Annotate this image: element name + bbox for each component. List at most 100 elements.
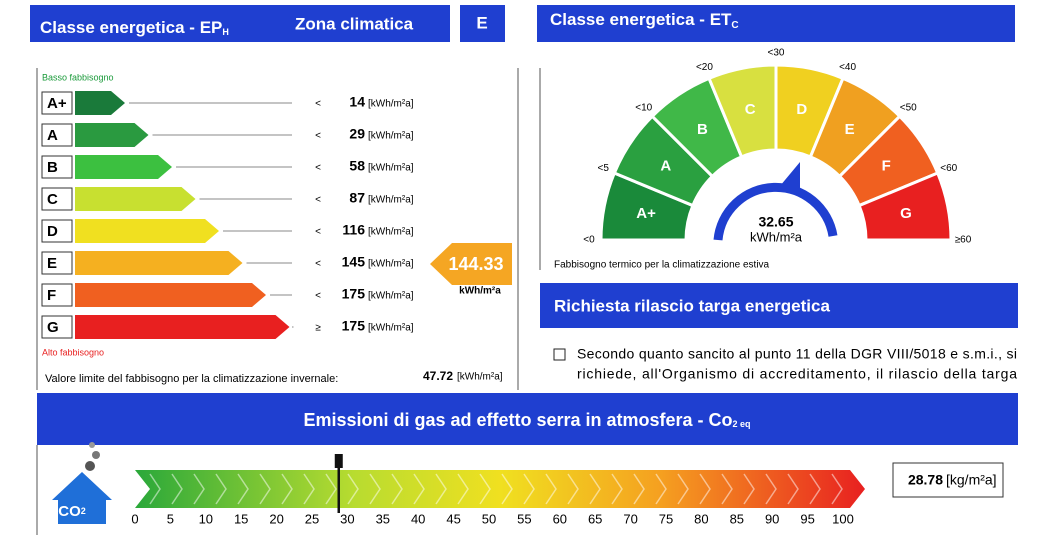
limit-label: Valore limite del fabbisogno per la clim… <box>45 373 338 385</box>
bottom-label: Alto fabbisogno <box>42 347 104 357</box>
class-label: E <box>47 255 57 272</box>
class-limit: 58 <box>349 158 365 174</box>
icon-label: CO2 <box>58 503 86 520</box>
scale-tick: 90 <box>765 511 779 526</box>
scale-tick: 20 <box>269 511 283 526</box>
scale-tick: 10 <box>199 511 213 526</box>
zone-label: Zona climatica <box>295 14 414 33</box>
et-gauge: A+ A B C D E F G <0 <5 <10 <20 <30 <40 <50 <60 ≥60 <box>583 48 971 246</box>
class-arrow <box>75 283 266 307</box>
chevron <box>215 473 227 505</box>
gauge-class: F <box>882 157 891 174</box>
gauge-segment <box>857 171 953 242</box>
class-unit: [kWh/m²a] <box>368 195 414 206</box>
class-arrow <box>75 91 125 115</box>
scale-tick: 0 <box>131 511 138 526</box>
class-label: D <box>47 223 58 240</box>
chevron <box>589 473 601 505</box>
scale-tick: 15 <box>234 511 248 526</box>
class-label: B <box>47 159 58 176</box>
chevron <box>787 473 799 505</box>
request-text: Secondo quanto sancito al punto 11 della… <box>577 346 1017 362</box>
chevron <box>193 473 205 505</box>
gauge-inner-arc <box>713 182 838 241</box>
gauge-threshold: <50 <box>900 102 917 113</box>
chevron <box>281 473 293 505</box>
class-limit: 87 <box>349 190 365 206</box>
class-arrow <box>75 187 196 211</box>
smoke <box>92 451 100 459</box>
class-label: A <box>47 127 58 144</box>
top-label: Basso fabbisogno <box>42 72 114 82</box>
class-arrow <box>75 123 149 147</box>
gauge-threshold: <10 <box>635 102 652 113</box>
class-op: < <box>315 259 321 270</box>
ep-title: Classe energetica - EPH <box>40 18 229 37</box>
class-label: G <box>47 319 59 336</box>
gauge-unit: kWh/m²a <box>750 229 803 244</box>
class-op: < <box>315 99 321 110</box>
chevron <box>171 473 183 505</box>
gauge-threshold: <60 <box>940 163 957 174</box>
class-box <box>41 315 73 339</box>
class-limit: 14 <box>349 94 365 110</box>
class-limit: 145 <box>342 254 366 270</box>
scale-tick: 40 <box>411 511 425 526</box>
scale-tick: 25 <box>305 511 319 526</box>
chevron <box>237 473 249 505</box>
class-label: A+ <box>47 95 67 112</box>
scale-tick: 35 <box>376 511 390 526</box>
class-box <box>41 155 73 179</box>
class-box <box>41 91 73 115</box>
scale-tick: 65 <box>588 511 602 526</box>
chevron <box>479 473 491 505</box>
gauge-class: G <box>900 205 912 222</box>
class-arrow <box>75 155 172 179</box>
chevron <box>391 473 403 505</box>
zone-value: E <box>476 13 487 32</box>
gauge-threshold: <40 <box>839 62 856 73</box>
chevron <box>457 473 469 505</box>
class-op: < <box>315 291 321 302</box>
class-unit: [kWh/m²a] <box>368 131 414 142</box>
checkbox[interactable] <box>553 348 566 361</box>
emissions-title: Emissioni di gas ad effetto serra in atm… <box>303 410 750 430</box>
class-op: < <box>315 227 321 238</box>
class-limit: 175 <box>342 286 366 302</box>
class-unit: [kWh/m²a] <box>368 163 414 174</box>
scale-tick: 5 <box>167 511 174 526</box>
chevron <box>655 473 667 505</box>
scale-tick: 45 <box>446 511 460 526</box>
chevron <box>501 473 513 505</box>
gauge-class: E <box>845 121 855 138</box>
chevron <box>831 473 843 505</box>
chevron <box>677 473 689 505</box>
class-box <box>41 283 73 307</box>
chevron <box>369 473 381 505</box>
gauge-threshold: <5 <box>598 163 610 174</box>
scale-tick: 60 <box>553 511 567 526</box>
et-title: Classe energetica - ETC <box>550 10 739 30</box>
gauge-threshold: <0 <box>583 235 595 246</box>
class-unit: [kWh/m²a] <box>368 291 414 302</box>
class-arrow <box>75 219 219 243</box>
class-op: ≥ <box>315 323 321 334</box>
class-arrow <box>75 251 243 275</box>
emissions-scale: 0 5 10 15 20 25 30 35 40 45 50 55 60 65 70 75 80 85 90 95 10… <box>131 454 854 526</box>
gauge-threshold: ≥60 <box>955 235 972 246</box>
gauge-class: A <box>660 157 671 174</box>
emissions-header-bar <box>37 393 1018 445</box>
class-unit: [kWh/m²a] <box>368 99 414 110</box>
scale-tick: 85 <box>730 511 744 526</box>
scale-tick: 100 <box>832 511 854 526</box>
smoke <box>89 442 95 448</box>
gauge-class: A+ <box>636 205 656 222</box>
request-text: richiede, all'Organismo di accreditament… <box>577 366 1017 382</box>
limit-value: 47.72 <box>423 369 453 383</box>
chevron <box>347 473 359 505</box>
chevron <box>809 473 821 505</box>
class-limit: 29 <box>349 126 365 142</box>
value-marker-head <box>334 454 343 468</box>
request-header-bar <box>540 283 1018 328</box>
gauge-threshold: <20 <box>696 62 713 73</box>
